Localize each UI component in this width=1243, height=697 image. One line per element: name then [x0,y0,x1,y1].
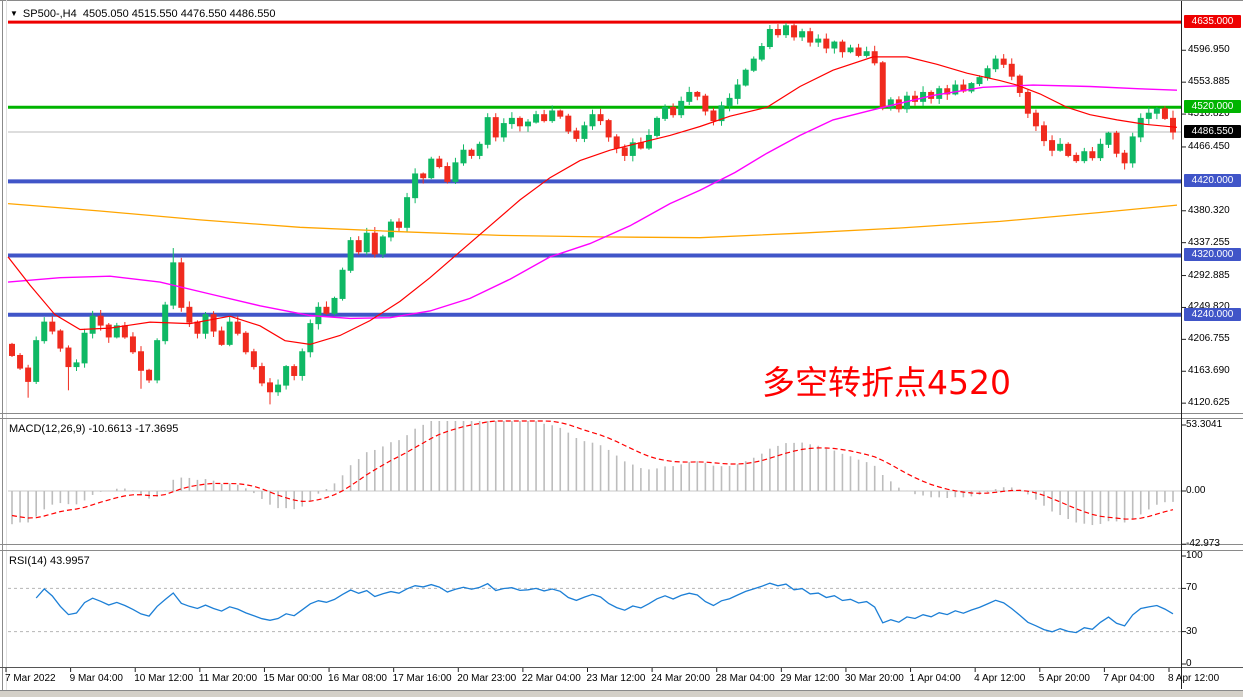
annotation-text[interactable]: 多空转折点4520 [762,363,1011,402]
time-axis-label[interactable]: 7 Apr 04:00 [1103,673,1155,684]
time-axis-label[interactable]: 8 Apr 12:00 [1167,673,1220,684]
macd-axis-label: 0.00 [1186,485,1206,496]
rsi-axis-label: 100 [1186,550,1203,561]
rsi-axis-label: 30 [1186,625,1198,637]
macd-axis-label: 53.3041 [1186,419,1223,430]
time-axis-label[interactable]: 11 Mar 20:00 [198,673,258,684]
time-axis-label[interactable]: 30 Mar 20:00 [844,673,904,684]
rsi-indicator-label: RSI(14) 43.9957 [9,555,90,567]
time-axis-label[interactable]: 4 Apr 12:00 [974,673,1026,684]
time-axis-label[interactable]: 20 Mar 23:00 [457,673,517,684]
price-tick-label: 4249.820 [1188,301,1230,313]
rsi-axis-label: 70 [1186,582,1198,594]
price-tick-label: 4466.450 [1188,140,1230,152]
price-badge: 4635.000 [1184,15,1241,29]
price-tick-label: 4120.625 [1188,397,1230,409]
price-tick-label: 4206.755 [1188,333,1230,345]
time-axis-label[interactable]: 17 Mar 16:00 [392,673,452,684]
price-tick-label: 4553.885 [1188,76,1230,88]
symbol-label: SP500-,H4 [22,8,77,20]
time-axis-label[interactable]: 10 Mar 12:00 [134,673,194,684]
rsi-axis-label: 0 [1186,658,1192,669]
price-badge: 4520.000 [1184,100,1241,114]
macd-indicator-label: MACD(12,26,9) -10.6613 -17.3695 [9,423,179,435]
price-tick-label: 4596.950 [1188,44,1230,56]
price-tick-label: 4510.820 [1188,108,1230,120]
price-badge: 4320.000 [1184,248,1241,262]
time-axis-label[interactable]: 16 Mar 08:00 [328,673,387,684]
time-axis-label[interactable]: 23 Mar 12:00 [586,673,646,684]
time-axis-label[interactable]: 9 Mar 04:00 [69,673,123,684]
time-axis-label[interactable]: 15 Mar 00:00 [263,673,323,684]
time-axis-label[interactable]: 5 Apr 20:00 [1038,673,1090,684]
price-badge: 4240.000 [1184,307,1241,321]
macd-axis-label: -42.973 [1186,538,1220,550]
time-axis-label[interactable]: 1 Apr 04:00 [909,673,961,684]
bottom-strip [0,690,1243,697]
time-axis-label[interactable]: 22 Mar 04:00 [521,673,581,684]
ohlc-values: 4505.050 4515.550 4476.550 4486.550 [82,8,276,20]
price-tick-label: 4337.255 [1188,236,1230,248]
symbol-info-bar: ▼ SP500-,H4 4505.050 4515.550 4476.550 44… [10,8,276,20]
price-badge: 4486.550 [1184,125,1241,139]
price-badge: 4420.000 [1184,174,1241,188]
price-tick-label: 4380.320 [1188,204,1230,216]
symbol-dropdown-icon[interactable]: ▼ [10,9,18,18]
time-axis-label[interactable]: 7 Mar 2022 [5,673,56,684]
time-axis-label[interactable]: 28 Mar 04:00 [715,673,775,684]
time-axis-label[interactable]: 24 Mar 20:00 [651,673,711,684]
price-tick-label: 4163.690 [1188,365,1230,377]
price-tick-label: 4292.885 [1188,269,1230,281]
time-axis-label[interactable]: 29 Mar 12:00 [780,673,840,684]
